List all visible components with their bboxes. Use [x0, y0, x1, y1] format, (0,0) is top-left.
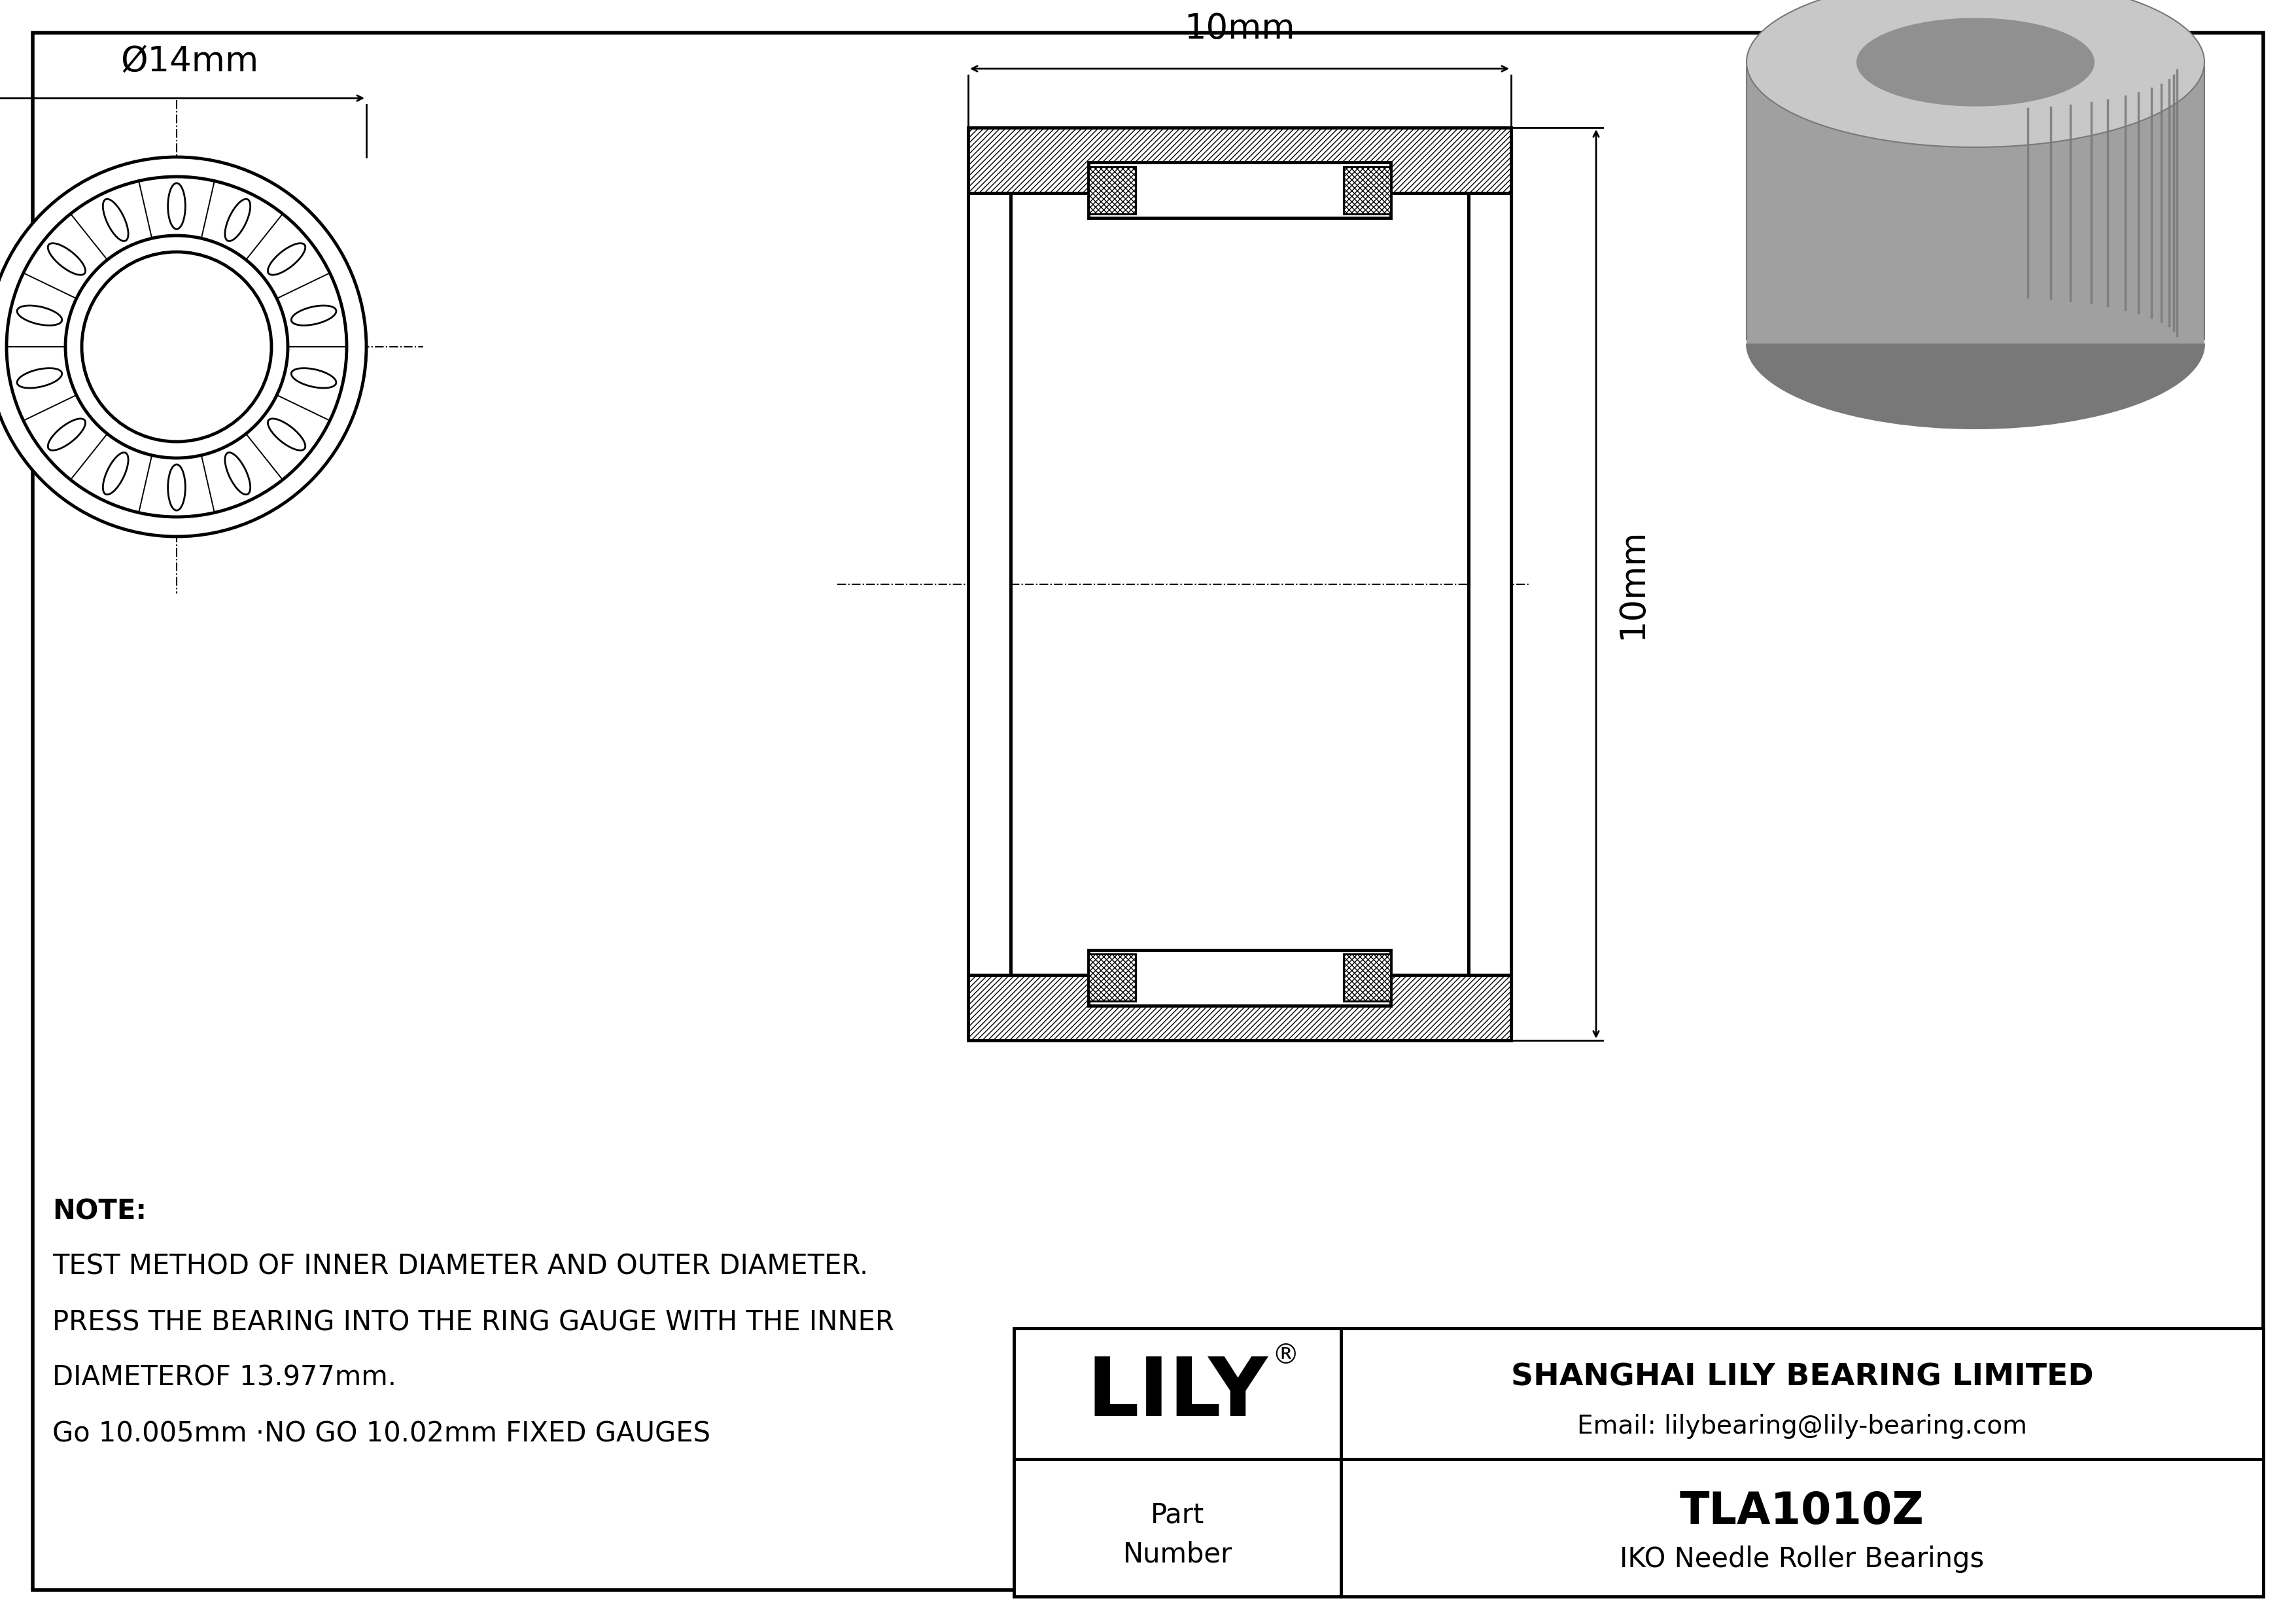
- Bar: [1469, 193, 1511, 974]
- Ellipse shape: [1747, 0, 2204, 148]
- Ellipse shape: [292, 305, 335, 325]
- Ellipse shape: [225, 453, 250, 495]
- Text: NOTE:: NOTE:: [53, 1197, 147, 1224]
- Circle shape: [7, 177, 347, 516]
- Circle shape: [64, 235, 287, 458]
- Text: DIAMETEROF 13.977mm.: DIAMETEROF 13.977mm.: [53, 1364, 397, 1392]
- Ellipse shape: [103, 453, 129, 495]
- Bar: [1343, 167, 1391, 214]
- Text: 10mm: 10mm: [1614, 528, 1649, 640]
- Ellipse shape: [103, 200, 129, 240]
- Text: PRESS THE BEARING INTO THE RING GAUGE WITH THE INNER: PRESS THE BEARING INTO THE RING GAUGE WI…: [53, 1309, 893, 1337]
- Bar: [1015, 1328, 2264, 1596]
- Ellipse shape: [225, 200, 250, 240]
- Text: 10mm: 10mm: [1185, 11, 1295, 45]
- Ellipse shape: [269, 419, 305, 450]
- Bar: [969, 128, 1511, 193]
- Text: LILY: LILY: [1086, 1354, 1267, 1434]
- Circle shape: [0, 158, 367, 536]
- Bar: [969, 193, 1010, 974]
- Text: ®: ®: [1272, 1341, 1300, 1369]
- Text: Number: Number: [1123, 1540, 1233, 1567]
- Bar: [1088, 162, 1391, 218]
- Bar: [1088, 167, 1137, 214]
- Bar: [1343, 167, 1391, 214]
- Text: SHANGHAI LILY BEARING LIMITED: SHANGHAI LILY BEARING LIMITED: [1511, 1363, 2094, 1392]
- Ellipse shape: [1747, 258, 2204, 429]
- Ellipse shape: [48, 244, 85, 274]
- Text: Ø14mm: Ø14mm: [122, 44, 259, 78]
- Ellipse shape: [168, 464, 186, 510]
- Bar: [1088, 953, 1137, 1002]
- Ellipse shape: [16, 305, 62, 325]
- Bar: [1343, 953, 1391, 1002]
- Bar: [969, 974, 1511, 1041]
- Ellipse shape: [269, 244, 305, 274]
- Bar: [1088, 953, 1137, 1002]
- Bar: [1088, 167, 1137, 214]
- Ellipse shape: [168, 184, 186, 229]
- Text: TEST METHOD OF INNER DIAMETER AND OUTER DIAMETER.: TEST METHOD OF INNER DIAMETER AND OUTER …: [53, 1254, 868, 1280]
- Circle shape: [83, 252, 271, 442]
- Text: IKO Needle Roller Bearings: IKO Needle Roller Bearings: [1621, 1546, 1984, 1574]
- Text: Part: Part: [1150, 1501, 1205, 1528]
- Bar: [1343, 953, 1391, 1002]
- Ellipse shape: [16, 369, 62, 388]
- Text: Go 10.005mm ·NO GO 10.02mm FIXED GAUGES: Go 10.005mm ·NO GO 10.02mm FIXED GAUGES: [53, 1419, 709, 1447]
- Polygon shape: [1747, 62, 2204, 344]
- Ellipse shape: [292, 369, 335, 388]
- Ellipse shape: [48, 419, 85, 450]
- Text: TLA1010Z: TLA1010Z: [1681, 1489, 1924, 1533]
- Text: Email: lilybearing@lily-bearing.com: Email: lilybearing@lily-bearing.com: [1577, 1415, 2027, 1439]
- Ellipse shape: [1857, 18, 2094, 107]
- Bar: [1088, 950, 1391, 1005]
